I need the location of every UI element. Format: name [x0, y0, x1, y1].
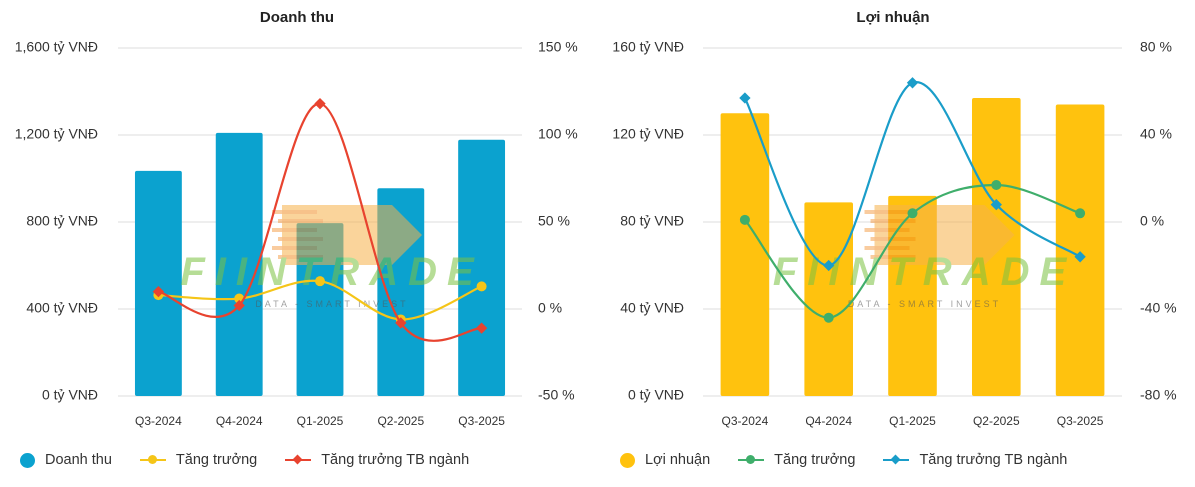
- y-tick-label: 1,600 tỷ VNĐ: [15, 39, 98, 55]
- legend-profit-marker: [620, 452, 635, 468]
- y2-tick-label: -80 %: [1140, 387, 1177, 403]
- series-line: [744, 183, 1081, 319]
- line-point: [233, 299, 245, 312]
- watermark-text: FIINTRADE: [773, 250, 1076, 294]
- legend-profit-growth-marker: [738, 453, 765, 467]
- legend-item-revenue-growth[interactable]: Tăng trưởng: [139, 452, 258, 468]
- y2-tick-label: 100 %: [538, 126, 578, 142]
- bar: [215, 132, 263, 396]
- line-point: [991, 180, 1002, 191]
- watermark-logo-0: FIINTRADE DATA - SMART INVEST: [180, 205, 483, 309]
- y2-tick-label: 0 %: [538, 300, 562, 316]
- watermark-stripe: [864, 210, 910, 214]
- legend-revenue-industry-label: Tăng trưởng TB ngành: [321, 452, 470, 468]
- revenue-legend: Doanh thu Tăng trưởng Tăng trưởng TB ngà…: [20, 452, 497, 468]
- legend-item-profit-growth[interactable]: Tăng trưởng: [738, 452, 855, 468]
- y-tick-label: 400 tỷ VNĐ: [26, 300, 98, 316]
- legend-item-profit-industry[interactable]: Tăng trưởng TB ngành: [883, 452, 1067, 468]
- legend-profit-industry-marker: [883, 453, 910, 467]
- line-point: [476, 281, 487, 292]
- chart-title: Lợi nhuận: [856, 9, 929, 26]
- x-tick-label: Q3-2025: [458, 414, 505, 428]
- line-point: [314, 98, 326, 110]
- y2-tick-label: 40 %: [1140, 126, 1172, 142]
- line-point: [823, 259, 835, 272]
- y-tick-label: 160 tỷ VNĐ: [612, 39, 684, 55]
- watermark-stripe: [870, 237, 916, 241]
- y2-tick-label: 50 %: [538, 213, 570, 229]
- watermark-shape: [874, 205, 1015, 265]
- y2-tick-label: 80 %: [1140, 39, 1172, 55]
- line-point: [739, 92, 751, 104]
- bar: [134, 170, 182, 396]
- line-point: [739, 214, 750, 225]
- watermark-stripe: [870, 219, 916, 223]
- charts-canvas: 1,600 tỷ VNĐ 150 % 1,200 tỷ VNĐ 100 % 800 tỷ…: [15, 9, 1177, 428]
- y-tick-label: 800 tỷ VNĐ: [26, 213, 98, 229]
- y2-tick-label: 150 %: [538, 39, 578, 55]
- legend-revenue-growth-label: Tăng trưởng: [175, 452, 258, 468]
- watermark-stripe: [278, 237, 323, 241]
- line-point: [990, 198, 1002, 211]
- line-point: [823, 312, 834, 323]
- watermark-subtext: DATA - SMART INVEST: [848, 299, 1001, 309]
- y2-tick-label: -40 %: [1140, 300, 1177, 316]
- line-point: [152, 285, 165, 298]
- y2-tick-label: 0 %: [1140, 213, 1164, 229]
- y-tick-label: 1,200 tỷ VNĐ: [15, 126, 98, 142]
- legend-profit-label: Lợi nhuận: [645, 452, 711, 468]
- line-point: [315, 276, 325, 287]
- legend-item-revenue[interactable]: Doanh thu: [20, 452, 112, 468]
- watermark-subtext: DATA - SMART INVEST: [255, 299, 408, 309]
- x-tick-label: Q3-2024: [722, 414, 769, 428]
- profit-legend: Lợi nhuận Tăng trưởng Tăng trưởng TB ngà…: [620, 452, 1095, 468]
- legend-revenue-industry-marker: [285, 453, 312, 467]
- watermark-stripe: [272, 246, 317, 250]
- legend-revenue-marker: [20, 452, 35, 468]
- x-tick-label: Q2-2025: [973, 414, 1020, 428]
- x-tick-label: Q1-2025: [297, 414, 344, 428]
- legend-revenue-label: Doanh thu: [45, 452, 112, 468]
- x-tick-label: Q3-2025: [1057, 414, 1104, 428]
- watermark-stripe: [278, 219, 323, 223]
- watermark-text: FIINTRADE: [180, 250, 483, 294]
- legend-profit-industry-label: Tăng trưởng TB ngành: [919, 452, 1068, 468]
- line-point: [1075, 208, 1086, 219]
- watermark-shape: [282, 205, 422, 265]
- legend-profit-growth-label: Tăng trưởng: [774, 452, 856, 468]
- bar: [720, 113, 770, 396]
- watermark-stripe: [278, 255, 323, 259]
- y-tick-label: 0 tỷ VNĐ: [42, 387, 98, 403]
- bar: [296, 223, 344, 396]
- x-tick-label: Q1-2025: [889, 414, 936, 428]
- bar: [804, 202, 854, 396]
- x-tick-label: Q4-2024: [216, 414, 263, 428]
- y-tick-label: 120 tỷ VNĐ: [612, 126, 684, 142]
- x-tick-label: Q3-2024: [135, 414, 182, 428]
- chart-title: Doanh thu: [260, 9, 334, 26]
- line-point: [475, 322, 488, 334]
- legend-item-profit[interactable]: Lợi nhuận: [620, 452, 710, 468]
- legend-item-revenue-industry[interactable]: Tăng trưởng TB ngành: [285, 452, 469, 468]
- y-tick-label: 0 tỷ VNĐ: [628, 387, 684, 403]
- y-tick-label: 40 tỷ VNĐ: [620, 300, 684, 316]
- y-tick-label: 80 tỷ VNĐ: [620, 213, 684, 229]
- line-point: [395, 317, 407, 329]
- x-tick-label: Q4-2024: [805, 414, 852, 428]
- x-tick-label: Q2-2025: [377, 414, 424, 428]
- watermark-stripe: [272, 210, 317, 214]
- legend-revenue-growth-marker: [139, 453, 166, 467]
- watermark-logo-1: FIINTRADE DATA - SMART INVEST: [773, 205, 1076, 309]
- y2-tick-label: -50 %: [538, 387, 575, 403]
- watermark-stripe: [864, 228, 910, 232]
- line-point: [907, 208, 918, 219]
- watermark-stripe: [870, 255, 916, 259]
- series-line: [743, 81, 1081, 267]
- watermark-stripe: [272, 228, 317, 232]
- bar: [1055, 104, 1105, 397]
